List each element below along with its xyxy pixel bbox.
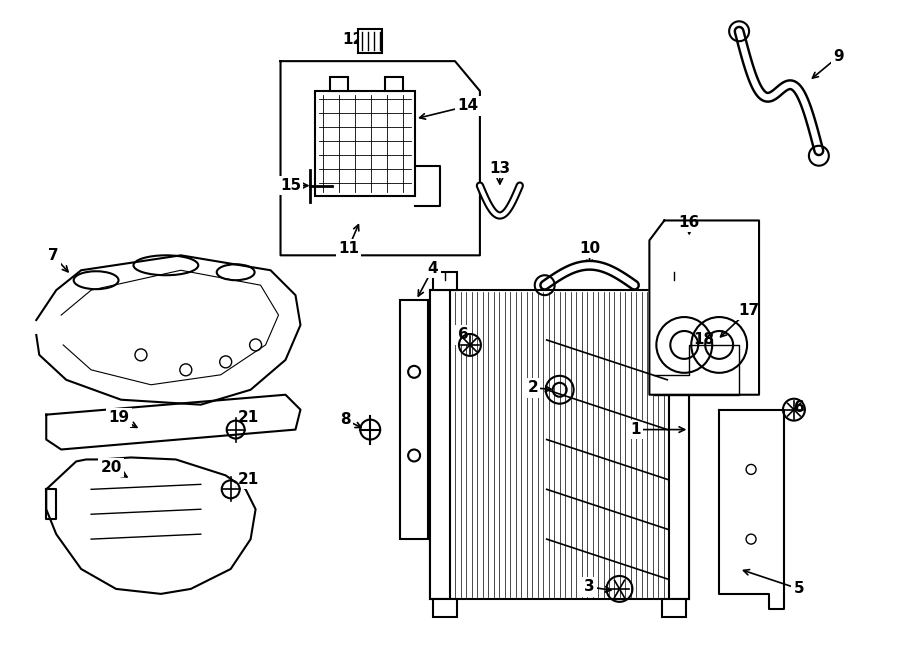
- Polygon shape: [719, 410, 784, 609]
- Text: 17: 17: [739, 303, 760, 317]
- Text: 16: 16: [679, 215, 700, 230]
- Bar: [433, 272, 457, 290]
- Text: 2: 2: [527, 380, 538, 395]
- Text: 6: 6: [457, 327, 468, 342]
- Bar: [400, 300, 428, 539]
- Text: 20: 20: [101, 460, 122, 475]
- Text: 5: 5: [794, 582, 805, 596]
- Text: 3: 3: [584, 580, 595, 594]
- Text: 11: 11: [338, 241, 359, 256]
- Polygon shape: [46, 457, 256, 594]
- Text: 6: 6: [794, 400, 805, 415]
- Text: 8: 8: [340, 412, 351, 427]
- Bar: [385, 77, 403, 91]
- Text: 9: 9: [833, 49, 844, 63]
- Text: 13: 13: [490, 161, 510, 176]
- Bar: [662, 599, 687, 617]
- Bar: [358, 29, 382, 53]
- Text: 21: 21: [238, 410, 259, 425]
- Bar: [662, 272, 687, 290]
- Polygon shape: [281, 61, 480, 255]
- Polygon shape: [650, 221, 759, 395]
- Bar: [670, 290, 689, 599]
- Text: 14: 14: [457, 98, 479, 114]
- Text: 4: 4: [428, 260, 438, 276]
- Bar: [430, 290, 450, 599]
- Text: 19: 19: [109, 410, 130, 425]
- Polygon shape: [46, 395, 301, 449]
- Polygon shape: [36, 255, 301, 405]
- Bar: [330, 77, 348, 91]
- Text: 1: 1: [630, 422, 641, 437]
- Text: 21: 21: [238, 472, 259, 487]
- Bar: [430, 290, 689, 599]
- Text: 18: 18: [694, 332, 715, 348]
- Bar: [433, 599, 457, 617]
- Text: 15: 15: [280, 178, 302, 193]
- Text: 12: 12: [343, 32, 364, 47]
- Text: 10: 10: [579, 241, 600, 256]
- Text: 7: 7: [48, 248, 58, 263]
- Bar: [315, 91, 415, 196]
